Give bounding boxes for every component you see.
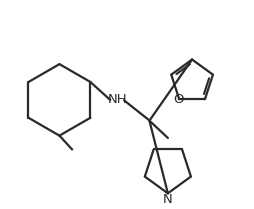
Text: N: N	[162, 192, 172, 206]
Text: O: O	[172, 93, 183, 106]
Text: NH: NH	[107, 93, 126, 106]
